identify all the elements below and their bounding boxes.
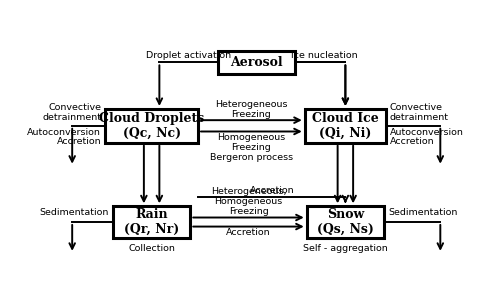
Text: Heterogeneous,
Homogeneous
Freezing: Heterogeneous, Homogeneous Freezing [211,187,286,216]
Text: Cloud Ice
(Qi, Ni): Cloud Ice (Qi, Ni) [312,112,379,140]
Text: Droplet activation: Droplet activation [146,51,231,60]
Text: Ice nucleation: Ice nucleation [291,51,358,60]
Text: Aerosol: Aerosol [230,56,282,69]
FancyBboxPatch shape [105,109,198,143]
Text: Accretion: Accretion [390,137,434,146]
Text: Autoconversion: Autoconversion [390,128,464,137]
Text: Snow
(Qs, Ns): Snow (Qs, Ns) [317,208,374,236]
Text: Heterogeneous
Freezing: Heterogeneous Freezing [215,100,288,119]
Text: Accretion: Accretion [56,137,101,146]
Text: Cloud Droplets
(Qc, Nc): Cloud Droplets (Qc, Nc) [99,112,204,140]
FancyBboxPatch shape [218,51,295,74]
Text: Homogeneous
Freezing
Bergeron process: Homogeneous Freezing Bergeron process [210,133,293,162]
Text: Collection: Collection [128,243,175,253]
FancyBboxPatch shape [304,109,386,143]
Text: Accretion: Accretion [250,186,294,195]
Text: Autoconversion: Autoconversion [28,128,101,137]
FancyBboxPatch shape [306,206,384,238]
Text: Convective
detrainment: Convective detrainment [42,103,101,122]
Text: Accretion: Accretion [226,228,271,237]
Text: Rain
(Qr, Nr): Rain (Qr, Nr) [124,208,179,236]
Text: Sedimentation: Sedimentation [40,208,109,218]
Text: Convective
detrainment: Convective detrainment [390,103,449,122]
FancyBboxPatch shape [113,206,190,238]
Text: Self - aggregation: Self - aggregation [303,243,388,253]
Text: Sedimentation: Sedimentation [388,208,458,218]
